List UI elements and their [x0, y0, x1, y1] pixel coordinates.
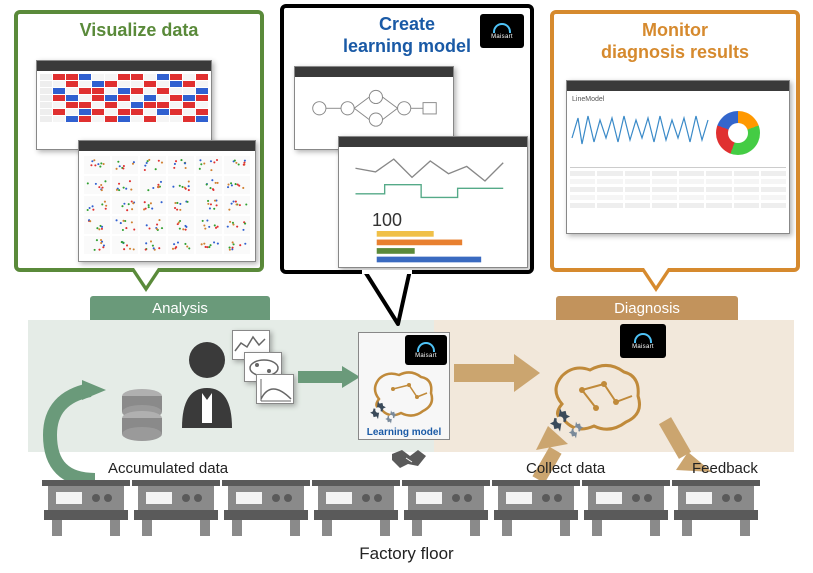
model-to-diagnosis-arrow	[454, 354, 540, 392]
monitor-title-2: diagnosis results	[601, 42, 749, 62]
linemodel-label: LineModel	[570, 94, 786, 105]
mini-chart-3	[256, 374, 294, 404]
handshake-icon	[388, 446, 428, 474]
scatter-screenshot	[78, 140, 256, 262]
factory-row	[42, 480, 760, 538]
machine	[492, 480, 580, 538]
maisart-text-2: Maisart	[632, 344, 654, 350]
learning-model-label: Learning model	[359, 427, 449, 438]
machine	[132, 480, 220, 538]
analysis-label: Analysis	[152, 300, 208, 317]
diagnosis-label-bar: Diagnosis	[556, 296, 738, 320]
maisart-logo-2: Maisart	[620, 324, 666, 358]
analysis-label-bar: Analysis	[90, 296, 270, 320]
collect-label: Collect data	[526, 460, 605, 477]
database-icon	[120, 388, 164, 444]
line-chart	[570, 108, 710, 158]
monitor-panel: Monitor diagnosis results LineModel	[550, 10, 800, 272]
heatmap-screenshot	[36, 60, 212, 150]
monitor-title-1: Monitor	[642, 20, 708, 40]
visualize-tail-inner	[134, 268, 158, 286]
person-to-model-arrow	[298, 366, 360, 388]
machine	[42, 480, 130, 538]
visualize-panel: Visualize data	[14, 10, 264, 272]
donut-chart	[716, 111, 760, 155]
create-tail	[358, 270, 418, 328]
big-number: 100	[342, 210, 524, 231]
maisart-text-1: Maisart	[415, 353, 437, 359]
visualize-title: Visualize data	[18, 14, 260, 44]
diagnosis-label: Diagnosis	[614, 300, 680, 317]
machine	[312, 480, 400, 538]
create-panel: Create learning model Maisart 100	[280, 4, 534, 274]
maisart-logo-1: Maisart	[405, 335, 447, 365]
create-title-1: Create	[379, 14, 435, 34]
feedback-label: Feedback	[692, 460, 758, 477]
create-title-2: learning model	[343, 36, 471, 56]
machine	[582, 480, 670, 538]
machine	[672, 480, 760, 538]
accumulated-label: Accumulated data	[108, 460, 228, 477]
machine	[402, 480, 490, 538]
factory-label: Factory floor	[0, 544, 813, 564]
monitor-title: Monitor diagnosis results	[554, 14, 796, 65]
maisart-text-3: Maisart	[491, 34, 513, 40]
dashboard-screenshot: LineModel	[566, 80, 790, 234]
metrics-screenshot: 100	[338, 136, 528, 268]
machine	[222, 480, 310, 538]
gear-icon-1b	[383, 409, 399, 425]
monitor-tail-inner	[644, 268, 668, 286]
learning-model-box: Maisart Learning model	[358, 332, 450, 440]
maisart-logo-3: Maisart	[480, 14, 524, 48]
